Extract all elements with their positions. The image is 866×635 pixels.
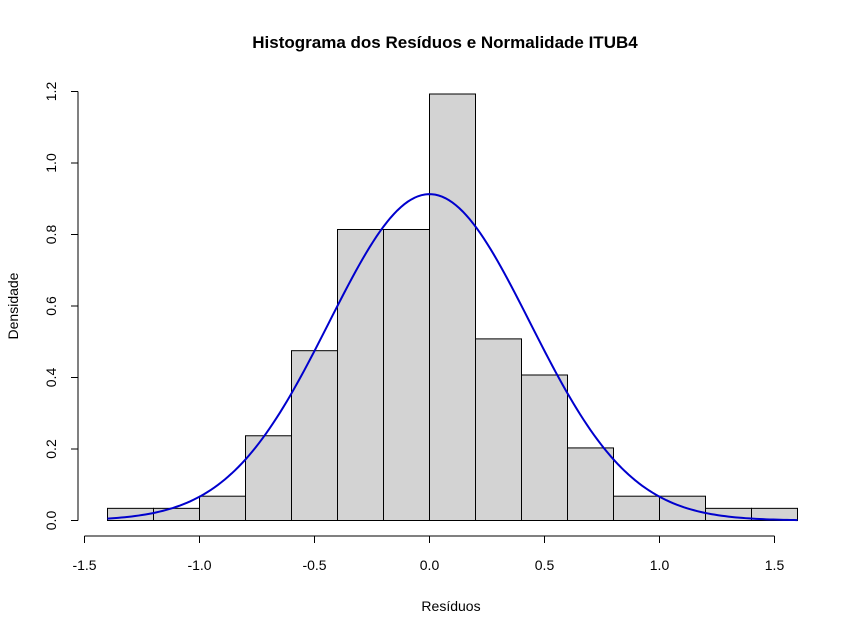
y-tick-label: 0.2: [43, 439, 59, 459]
histogram-bar: [199, 495, 246, 522]
x-axis-label: Resíduos: [421, 598, 480, 614]
histogram-bar: [383, 228, 430, 521]
x-tick-label: 1.0: [650, 557, 670, 573]
x-tick-label: 1.5: [765, 557, 785, 573]
y-tick-label: 0.6: [43, 296, 59, 316]
y-tick-label: 0.0: [43, 511, 59, 531]
y-axis-label: Densidade: [5, 272, 21, 339]
histogram-bar: [153, 507, 200, 522]
normal-density-curve: [107, 193, 798, 522]
y-tick-label: 0.4: [43, 368, 59, 388]
x-tick-label: 0.0: [420, 557, 440, 573]
x-axis: -1.5 -1.0 -0.5 0.0 0.5 1.0 1.5: [72, 535, 785, 573]
y-axis: 0.0 0.2 0.4 0.6 0.8 1.0 1.2: [43, 82, 79, 531]
histogram-bar: [337, 228, 384, 521]
histogram-bar: [567, 447, 614, 521]
histogram-bar: [521, 374, 568, 521]
x-tick-label: 0.5: [535, 557, 555, 573]
histogram-bars: [107, 93, 798, 522]
histogram-bar: [429, 93, 476, 521]
y-tick-label: 1.2: [43, 82, 59, 102]
y-tick-label: 0.8: [43, 225, 59, 245]
x-tick-label: -1.0: [187, 557, 211, 573]
x-tick-label: -1.5: [72, 557, 96, 573]
histogram-bar: [613, 495, 660, 522]
chart-title: Histograma dos Resíduos e Normalidade IT…: [252, 33, 638, 52]
histogram-bar: [475, 338, 522, 522]
y-tick-label: 1.0: [43, 153, 59, 173]
histogram-bar: [245, 435, 292, 521]
histogram-bar: [291, 350, 338, 521]
x-tick-label: -0.5: [302, 557, 326, 573]
